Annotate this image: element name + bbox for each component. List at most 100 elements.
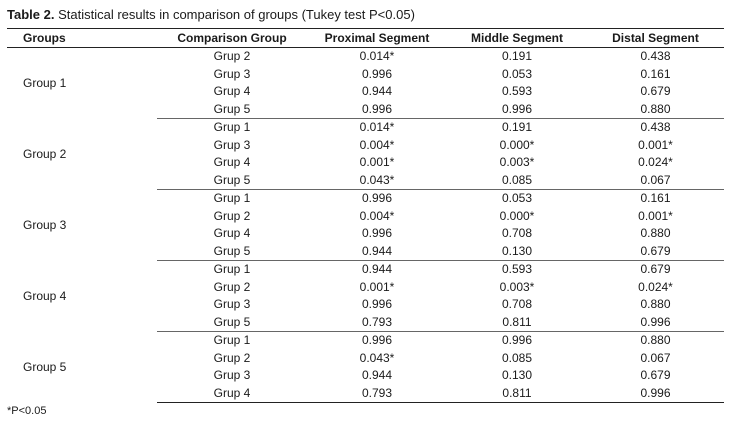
header-middle-segment: Middle Segment	[447, 28, 587, 48]
proximal-cell: 0.944	[307, 242, 447, 261]
proximal-cell: 0.004*	[359, 208, 395, 223]
table-row: Grup 5 0.043* 0.085 0.067	[7, 171, 724, 190]
proximal-cell: 0.001*	[359, 279, 395, 294]
table-row: Grup 3 0.996 0.053 0.161	[7, 66, 724, 84]
middle-cell: 0.191	[501, 120, 533, 135]
table-body: Group 1 Grup 2 0.014* 0.191 0.438 Grup 3 0.996…	[7, 48, 724, 403]
comparison-cell: Grup 4	[213, 226, 251, 241]
comparison-cell: Grup 3	[213, 297, 251, 312]
group-name-cell: Group 4	[23, 288, 67, 303]
comparison-cell: Grup 5	[157, 242, 307, 261]
proximal-cell: 0.944	[361, 84, 393, 99]
group-name-cell: Group 1	[23, 75, 67, 90]
proximal-cell: 0.001*	[359, 155, 395, 170]
comparison-cell: Grup 5	[157, 171, 307, 190]
table-row: Group 2 Grup 1 0.014* 0.191 0.438	[7, 119, 724, 160]
distal-cell: 0.067	[587, 171, 724, 190]
table-row: Grup 4 0.944 0.593 0.679	[7, 83, 724, 101]
middle-cell: 0.130	[501, 368, 533, 383]
footnote: *P<0.05	[7, 405, 47, 417]
comparison-cell: Grup 2	[213, 208, 251, 223]
middle-cell: 0.708	[501, 297, 533, 312]
group-name-cell: Group 5	[23, 359, 67, 374]
middle-cell: 0.996	[447, 100, 587, 119]
header-row: Groups Comparison Group Proximal Segment…	[7, 28, 724, 48]
distal-cell: 0.880	[640, 333, 671, 348]
distal-cell: 0.001*	[638, 137, 673, 152]
middle-cell: 0.811	[447, 384, 587, 403]
middle-cell: 0.085	[447, 171, 587, 190]
middle-cell: 0.085	[501, 350, 533, 365]
proximal-cell: 0.014*	[359, 120, 395, 135]
distal-cell: 0.067	[640, 350, 671, 365]
distal-cell: 0.679	[640, 84, 671, 99]
comparison-cell: Grup 5	[157, 100, 307, 119]
table-caption-label: Table 2.	[7, 7, 55, 22]
table-caption: Table 2. Statistical results in comparis…	[7, 7, 415, 22]
proximal-cell: 0.996	[361, 226, 393, 241]
table-row: Group 4 Grup 1 0.944 0.593 0.679	[7, 261, 724, 302]
comparison-cell: Grup 3	[213, 66, 251, 81]
proximal-cell: 0.043*	[307, 171, 447, 190]
comparison-cell: Grup 2	[213, 49, 251, 64]
table-row: Grup 2 0.004* 0.000* 0.001*	[7, 208, 724, 226]
middle-cell: 0.593	[501, 262, 533, 277]
middle-cell: 0.003*	[499, 155, 535, 170]
proximal-cell: 0.014*	[359, 49, 395, 64]
proximal-cell: 0.944	[361, 262, 393, 277]
distal-cell: 0.161	[640, 66, 671, 81]
table-row: Grup 4 0.001* 0.003* 0.024*	[7, 154, 724, 172]
header-comparison-group: Comparison Group	[157, 28, 307, 48]
table-row: Grup 4 0.996 0.708 0.880	[7, 225, 724, 243]
comparison-cell: Grup 1	[213, 120, 251, 135]
middle-cell: 0.000*	[499, 137, 535, 152]
middle-cell: 0.708	[501, 226, 533, 241]
middle-cell: 0.996	[501, 333, 533, 348]
distal-cell: 0.001*	[638, 208, 673, 223]
comparison-cell: Grup 3	[213, 137, 251, 152]
distal-cell: 0.438	[640, 120, 671, 135]
proximal-cell: 0.043*	[359, 350, 395, 365]
comparison-cell: Grup 5	[157, 313, 307, 332]
proximal-cell: 0.996	[361, 66, 393, 81]
comparison-cell: Grup 4	[213, 84, 251, 99]
distal-cell: 0.679	[640, 262, 671, 277]
comparison-cell: Grup 2	[213, 350, 251, 365]
table-row: Group 1 Grup 2 0.014* 0.191 0.438	[7, 48, 724, 90]
distal-cell: 0.679	[587, 242, 724, 261]
table-row: Grup 3 0.004* 0.000* 0.001*	[7, 137, 724, 155]
distal-cell: 0.024*	[638, 279, 673, 294]
proximal-cell: 0.944	[361, 368, 393, 383]
proximal-cell: 0.996	[307, 100, 447, 119]
table-row: Grup 3 0.996 0.708 0.880	[7, 296, 724, 314]
middle-cell: 0.191	[501, 49, 533, 64]
proximal-cell: 0.793	[307, 313, 447, 332]
header-distal-segment: Distal Segment	[587, 28, 724, 48]
comparison-cell: Grup 4	[213, 155, 251, 170]
table-row: Grup 5 0.793 0.811 0.996	[7, 313, 724, 332]
distal-cell: 0.880	[640, 297, 671, 312]
distal-cell: 0.996	[587, 384, 724, 403]
comparison-cell: Grup 1	[213, 191, 251, 206]
middle-cell: 0.811	[447, 313, 587, 332]
comparison-cell: Grup 1	[213, 333, 251, 348]
distal-cell: 0.679	[640, 368, 671, 383]
proximal-cell: 0.996	[361, 333, 393, 348]
table-row: Grup 2 0.043* 0.085 0.067	[7, 350, 724, 368]
proximal-cell: 0.004*	[359, 137, 395, 152]
table-header: Groups Comparison Group Proximal Segment…	[7, 28, 724, 48]
table-row: Group 3 Grup 1 0.996 0.053 0.161	[7, 190, 724, 231]
proximal-cell: 0.996	[361, 191, 393, 206]
table-row: Grup 5 0.996 0.996 0.880	[7, 100, 724, 119]
results-table: Groups Comparison Group Proximal Segment…	[7, 28, 724, 403]
table-row: Grup 4 0.793 0.811 0.996	[7, 384, 724, 403]
table-row: Grup 5 0.944 0.130 0.679	[7, 242, 724, 261]
distal-cell: 0.996	[587, 313, 724, 332]
middle-cell: 0.000*	[499, 208, 535, 223]
table-row: Grup 2 0.001* 0.003* 0.024*	[7, 279, 724, 297]
comparison-cell: Grup 3	[213, 368, 251, 383]
middle-cell: 0.130	[447, 242, 587, 261]
table-caption-text: Statistical results in comparison of gro…	[58, 7, 415, 22]
proximal-cell: 0.793	[307, 384, 447, 403]
table-row: Grup 3 0.944 0.130 0.679	[7, 367, 724, 385]
